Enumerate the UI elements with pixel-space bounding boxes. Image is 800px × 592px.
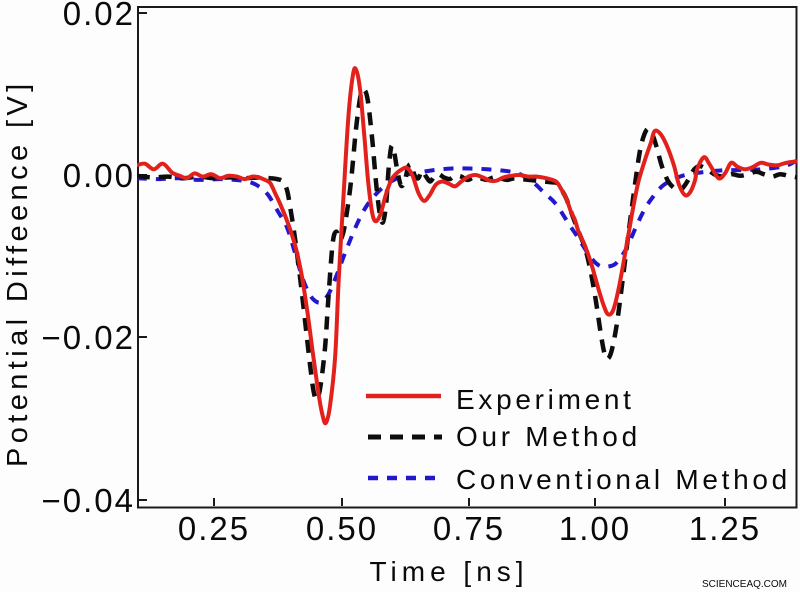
svg-text:SCIENCEAQ.COM: SCIENCEAQ.COM bbox=[702, 579, 787, 590]
svg-text:Time [ns]: Time [ns] bbox=[369, 556, 528, 587]
svg-text:−0.04: −0.04 bbox=[42, 482, 136, 519]
svg-text:0.75: 0.75 bbox=[433, 510, 505, 547]
svg-text:0.02: 0.02 bbox=[63, 0, 135, 32]
svg-text:Experiment: Experiment bbox=[456, 384, 635, 415]
svg-text:0.25: 0.25 bbox=[178, 510, 250, 547]
svg-text:0.50: 0.50 bbox=[306, 510, 378, 547]
svg-text:1.25: 1.25 bbox=[689, 510, 761, 547]
svg-text:Our Method: Our Method bbox=[456, 421, 641, 452]
svg-text:Conventional Method: Conventional Method bbox=[456, 464, 791, 495]
svg-text:Potential Diffeence [V]: Potential Diffeence [V] bbox=[2, 79, 34, 467]
svg-text:1.00: 1.00 bbox=[559, 510, 631, 547]
svg-text:0.00: 0.00 bbox=[63, 157, 135, 194]
svg-text:−0.02: −0.02 bbox=[42, 319, 136, 356]
